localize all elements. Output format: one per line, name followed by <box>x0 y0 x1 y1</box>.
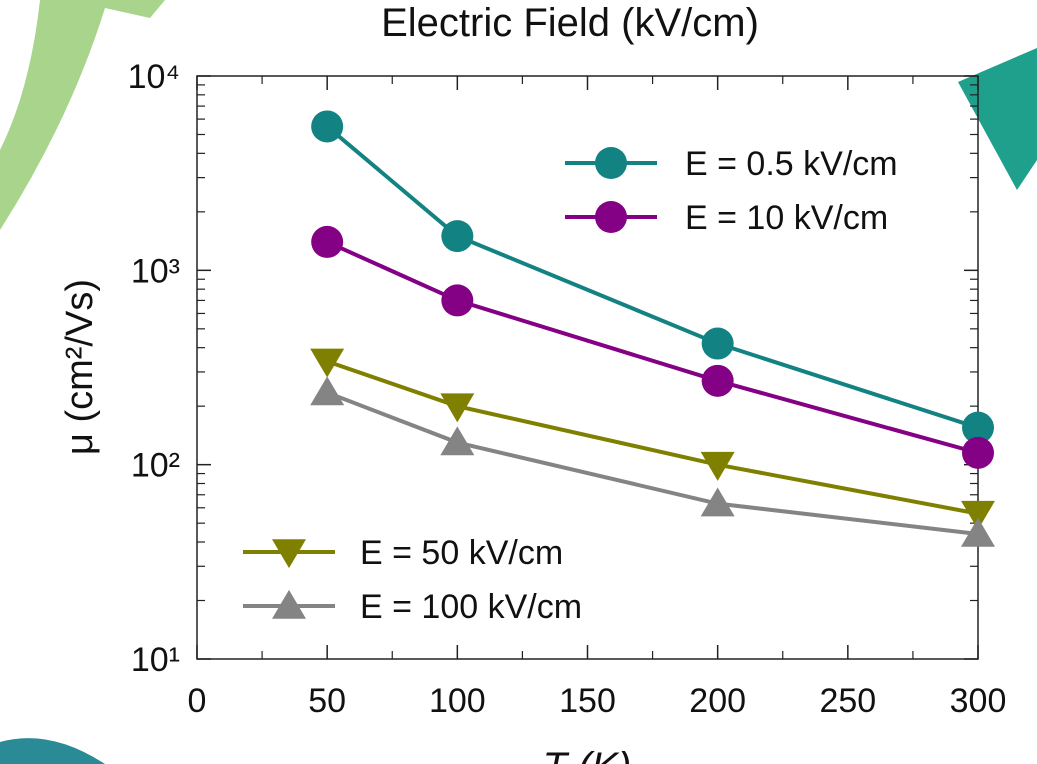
x-axis-label: T (K) <box>543 745 632 764</box>
x-tick-label: 0 <box>188 682 207 720</box>
data-point <box>441 284 474 317</box>
data-point <box>311 110 344 143</box>
x-tick-label: 150 <box>559 682 616 720</box>
data-point <box>700 487 735 517</box>
y-tick-label: 10⁴ <box>128 58 180 96</box>
series-line <box>326 359 979 516</box>
data-point <box>961 500 995 530</box>
y-tick-label: 10² <box>131 447 180 485</box>
y-axis-label: μ (cm²/Vs) <box>59 279 101 455</box>
x-tick-label: 50 <box>308 682 346 720</box>
data-point <box>700 451 735 481</box>
legend-label: E = 50 kV/cm <box>360 534 563 572</box>
legend-marker <box>272 539 306 569</box>
data-point <box>310 376 345 406</box>
data-point <box>701 327 734 360</box>
data-point <box>440 426 475 456</box>
x-tick-label: 100 <box>429 682 486 720</box>
data-point <box>440 393 475 423</box>
x-tick-label: 300 <box>950 682 1007 720</box>
x-tick-label: 200 <box>689 682 746 720</box>
legend-label: E = 100 kV/cm <box>360 588 582 626</box>
legend-marker <box>595 201 627 233</box>
series-line <box>325 124 979 430</box>
data-point <box>311 225 344 258</box>
decor-arrow <box>0 0 165 230</box>
decor-arrow <box>958 48 1037 190</box>
data-point <box>962 411 994 444</box>
data-point <box>961 517 995 547</box>
legend-marker <box>272 589 306 619</box>
x-tick-label: 250 <box>819 682 876 720</box>
y-tick-label: 10³ <box>131 252 180 290</box>
data-point <box>962 436 994 469</box>
legend-marker <box>595 147 627 179</box>
series-line <box>326 390 979 536</box>
series-line <box>326 240 979 455</box>
chart-title: Electric Field (kV/cm) <box>381 1 759 45</box>
legend-label: E = 10 kV/cm <box>685 199 888 237</box>
decor-shape <box>0 738 105 764</box>
legend-label: E = 0.5 kV/cm <box>685 145 898 183</box>
y-tick-label: 10¹ <box>131 641 180 679</box>
data-point <box>701 364 734 397</box>
data-point <box>310 348 345 378</box>
data-point <box>441 220 474 253</box>
